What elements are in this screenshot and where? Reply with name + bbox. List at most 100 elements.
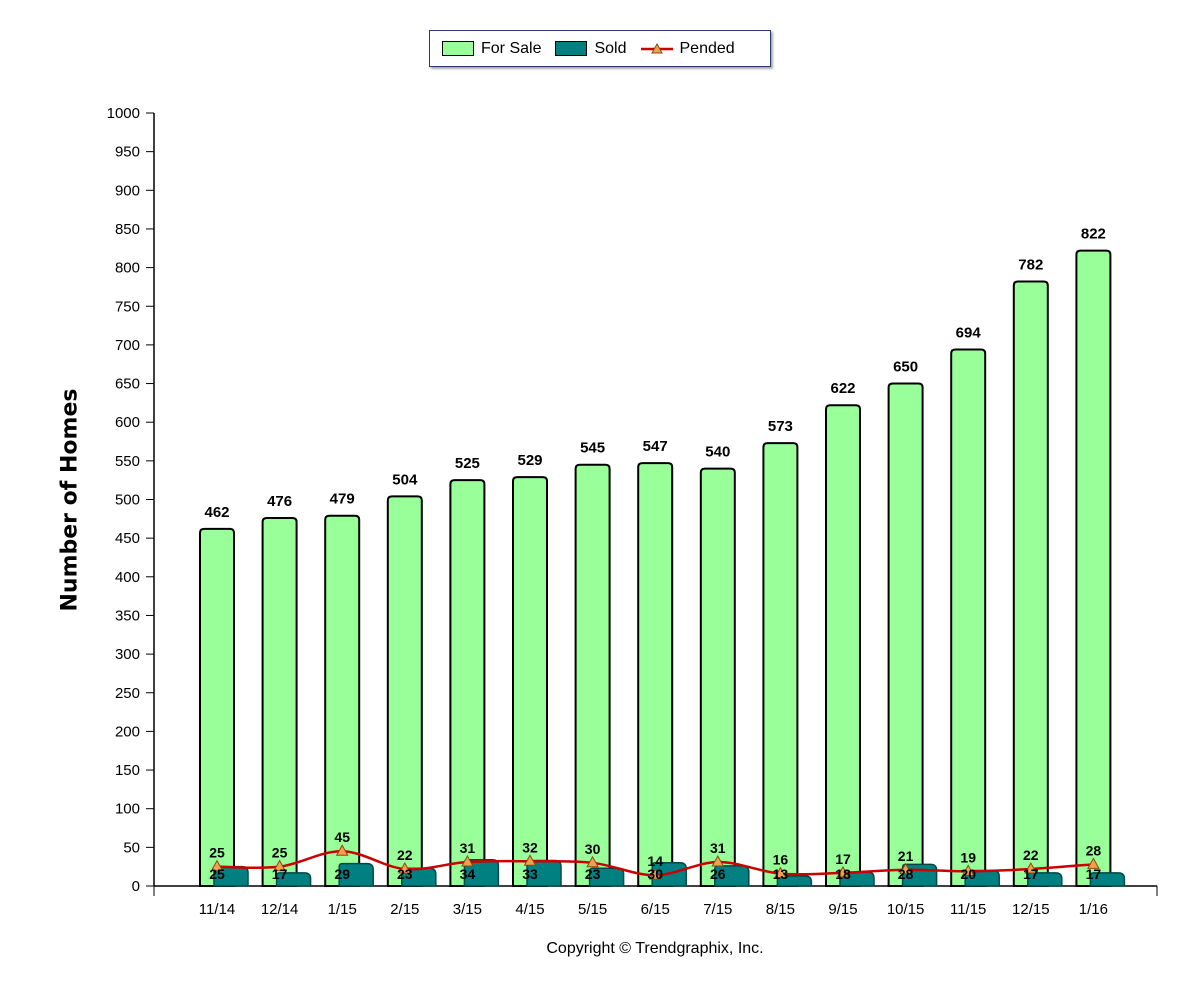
pended-marker: [398, 861, 412, 874]
bar-for-sale: [950, 348, 987, 887]
legend-line-pended: [640, 41, 673, 56]
bar-for-sale-label: 476: [267, 493, 292, 510]
bar-sold-label: 18: [835, 866, 851, 882]
bar-sold-label: 13: [773, 866, 789, 882]
y-tick-label: 300: [115, 646, 140, 663]
y-tick-label: 400: [115, 569, 140, 586]
y-tick-label: 0: [132, 878, 140, 895]
bar-for-sale-label: 529: [517, 452, 542, 469]
bar-sold-label: 20: [960, 866, 976, 882]
y-tick-label: 1000: [107, 105, 140, 122]
legend: For Sale Sold Pended: [429, 30, 771, 67]
legend-item-sold: Sold: [555, 40, 627, 58]
bar-for-sale: [637, 462, 674, 887]
bar-for-sale: [261, 517, 298, 887]
pended-label: 21: [898, 848, 914, 864]
pended-label: 17: [835, 851, 851, 867]
legend-label-pended: Pended: [679, 39, 735, 57]
pended-marker: [648, 868, 662, 880]
bar-sold-label: 23: [585, 866, 601, 882]
pended-label: 30: [585, 841, 601, 857]
bar-for-sale-label: 525: [455, 455, 480, 472]
x-tick-label: 6/15: [641, 901, 670, 918]
bar-for-sale-label: 547: [643, 438, 668, 455]
bar-sold-label: 34: [460, 866, 476, 882]
bar-for-sale-label: 782: [1018, 257, 1043, 274]
x-tick-label: 12/15: [1012, 901, 1050, 918]
pended-label: 45: [334, 829, 350, 845]
bar-sold-label: 23: [397, 866, 413, 882]
y-tick-label: 350: [115, 607, 140, 624]
x-tick-label: 1/16: [1079, 901, 1108, 918]
pended-label: 22: [1023, 847, 1039, 863]
bar-for-sale: [449, 479, 486, 887]
bar-for-sale-label: 694: [956, 325, 982, 342]
bar-for-sale: [699, 467, 736, 887]
pended-label: 32: [522, 839, 538, 855]
x-tick-label: 1/15: [328, 901, 357, 918]
x-tick-label: 10/15: [887, 901, 925, 918]
bar-for-sale-label: 573: [768, 418, 793, 435]
bar-sold-label: 25: [209, 866, 225, 882]
y-tick-label: 200: [115, 723, 140, 740]
x-tick-label: 3/15: [453, 901, 482, 918]
pended-marker: [273, 859, 286, 872]
bar-for-sale: [825, 404, 861, 887]
pended-marker: [1087, 857, 1100, 869]
y-tick-label: 700: [115, 337, 140, 354]
bar-for-sale-label: 545: [580, 440, 605, 457]
y-tick-label: 800: [115, 260, 140, 277]
bar-for-sale: [1012, 280, 1049, 887]
bar-for-sale: [574, 463, 611, 887]
bar-sold-label: 33: [522, 866, 538, 882]
pended-label: 16: [773, 852, 789, 868]
bar-sold: [275, 872, 312, 887]
legend-item-for-sale: For Sale: [442, 40, 541, 58]
bar-sold-label: 17: [1086, 866, 1102, 882]
pended-label: 31: [460, 840, 476, 856]
y-tick-label: 900: [115, 182, 140, 199]
y-tick-label: 750: [115, 298, 140, 315]
pended-label: 25: [209, 845, 225, 861]
pended-marker: [1024, 861, 1038, 874]
y-tick-label: 650: [115, 376, 140, 393]
bar-for-sale: [199, 527, 235, 887]
bar-for-sale-label: 540: [705, 444, 730, 461]
pended-marker: [899, 862, 912, 875]
pended-label: 19: [960, 849, 976, 865]
pended-marker: [461, 854, 474, 867]
pended-label: 28: [1086, 842, 1102, 858]
y-tick-label: 850: [115, 221, 140, 238]
pended-marker: [961, 864, 975, 876]
x-tick-label: 7/15: [703, 901, 732, 918]
bar-sold-label: 28: [898, 866, 914, 882]
bar-for-sale: [386, 495, 423, 887]
bar-for-sale-label: 504: [392, 471, 418, 488]
pended-marker: [586, 855, 599, 868]
x-tick-label: 8/15: [766, 901, 795, 918]
y-tick-label: 450: [115, 530, 140, 547]
x-tick-label: 4/15: [515, 901, 544, 918]
pended-marker: [335, 844, 349, 856]
bar-sold: [1027, 872, 1063, 887]
bar-sold: [338, 862, 374, 887]
bar-sold-label: 17: [1023, 866, 1039, 882]
bar-for-sale-label: 622: [830, 380, 855, 397]
y-tick-label: 100: [115, 801, 140, 818]
pended-label: 31: [710, 840, 726, 856]
legend-swatch-for-sale: [442, 41, 474, 56]
bar-sold-label: 17: [272, 866, 288, 882]
x-tick-label: 5/15: [578, 901, 607, 918]
y-axis-label: Number of Homes: [57, 388, 83, 612]
bar-for-sale: [762, 442, 799, 887]
y-tick-label: 600: [115, 414, 140, 431]
y-tick-label: 950: [115, 144, 140, 161]
pended-marker: [711, 854, 725, 867]
x-tick-label: 11/14: [199, 901, 235, 918]
bar-sold-label: 29: [334, 866, 350, 882]
bar-for-sale: [324, 514, 361, 887]
legend-label-for-sale: For Sale: [481, 39, 542, 57]
bar-for-sale-label: 822: [1081, 226, 1106, 243]
